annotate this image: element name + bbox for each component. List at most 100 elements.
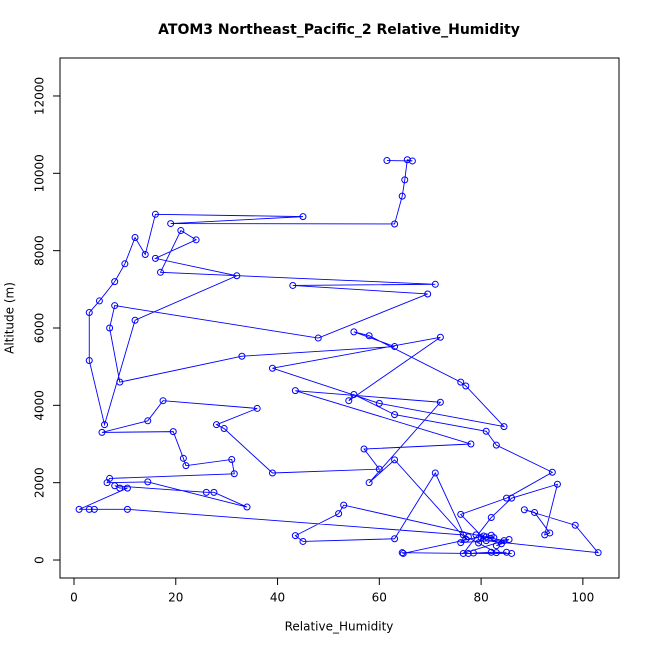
data-point [431,469,439,477]
data-point [475,539,483,547]
data-point [85,505,93,513]
data-point [106,324,114,332]
data-point [391,343,399,351]
data-point [233,272,241,280]
data-line [78,159,600,555]
data-point [314,334,322,342]
data-point [212,421,220,429]
data-point [144,417,152,425]
data-point [548,468,556,476]
data-point [500,423,508,431]
data-point [541,531,549,539]
plot-frame [59,57,620,579]
data-point [131,316,139,324]
data-point [111,302,119,310]
data-point [350,328,358,336]
data-point [123,505,131,513]
data-point [116,378,124,386]
y-tick-label: 2000 [33,467,47,498]
data-point [383,157,391,165]
x-tick-label: 60 [372,591,387,605]
data-point [457,510,465,518]
y-tick-label: 6000 [33,313,47,344]
data-point [462,382,470,390]
data-point [490,534,498,542]
data-point [391,220,399,228]
data-point [505,536,513,544]
data-point [131,234,139,242]
y-tick-label: 8000 [33,235,47,266]
data-point [159,397,167,405]
data-point [492,441,500,449]
data-point [401,176,409,184]
data-point [464,533,472,541]
data-point [399,549,407,557]
data-point [202,488,210,496]
data-point [391,456,399,464]
data-point [177,227,185,235]
data-point [360,445,368,453]
data-point [95,297,103,305]
data-point [151,210,159,218]
x-tick-label: 20 [168,591,183,605]
data-point [482,533,490,541]
y-tick-label: 10000 [33,154,47,192]
data-point [508,494,516,502]
data-point [101,421,109,429]
data-point [121,260,129,268]
data-point [220,425,228,433]
data-point [408,157,416,165]
data-point [291,387,299,395]
data-point [299,537,307,545]
data-point [594,549,602,557]
data-point [391,411,399,419]
data-point [350,391,358,399]
data-point [436,333,444,341]
data-point [192,236,200,244]
data-point [398,192,406,200]
x-tick-label: 0 [70,591,78,605]
data-point [459,549,467,557]
y-tick-label: 0 [33,556,47,564]
data-point [299,213,307,221]
y-axis-label: Altitude (m) [3,282,17,354]
data-point [210,488,218,496]
chart-title: ATOM3 Northeast_Pacific_2 Relative_Humid… [158,22,520,38]
data-point [289,281,297,289]
data-point [85,309,93,317]
data-point [482,427,490,435]
data-point [503,494,511,502]
data-point [520,506,528,514]
x-tick-label: 40 [270,591,285,605]
data-point [436,398,444,406]
data-point [340,501,348,509]
data-point [291,532,299,540]
data-point [492,542,500,550]
data-point [151,254,159,262]
data-point [268,364,276,372]
y-tick-label: 12000 [33,77,47,115]
data-point [144,478,152,486]
data-point [487,548,495,556]
data-point [571,521,579,529]
data-point [228,455,236,463]
data-point [123,484,131,492]
data-point [182,462,190,470]
data-point [531,508,539,516]
data-point [431,280,439,288]
data-point [167,220,175,228]
data-point [98,428,106,436]
data-point [169,428,177,436]
data-point [345,397,353,405]
data-point [477,534,485,542]
data-point [424,290,432,298]
data-point [375,399,383,407]
data-point [403,156,411,164]
data-point [243,503,251,511]
data-point [268,469,276,477]
y-tick-label: 4000 [33,390,47,421]
data-point [553,480,561,488]
data-point [457,378,465,386]
data-point [85,356,93,364]
